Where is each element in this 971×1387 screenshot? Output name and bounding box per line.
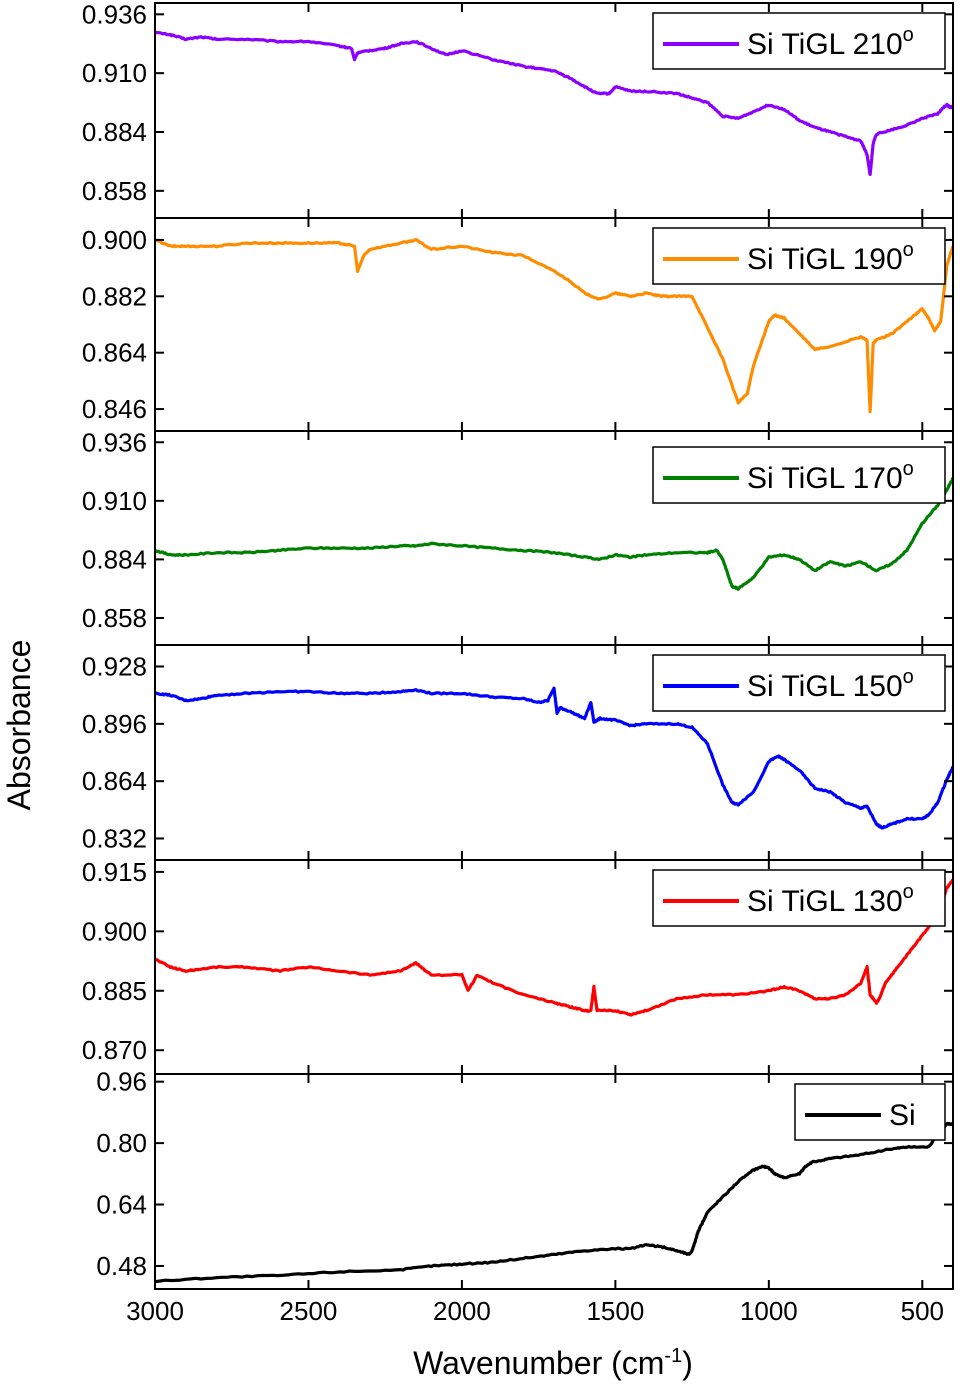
legend-4: Si TiGL 130o bbox=[652, 869, 946, 927]
legend-degree-1: o bbox=[903, 239, 914, 261]
x-axis-title-sup: -1 bbox=[664, 1345, 682, 1367]
legend-label-1: Si TiGL 190o bbox=[747, 239, 914, 276]
x-tick-label: 1500 bbox=[586, 1296, 644, 1326]
legend-text-4: Si TiGL 130 bbox=[747, 885, 903, 918]
x-tick-label: 2500 bbox=[280, 1296, 338, 1326]
y-tick-label: 0.96 bbox=[96, 1067, 147, 1097]
panel-2: 0.936 0.910 0.884 0.858 Si TiGL 170o bbox=[82, 427, 954, 646]
legend-label-0: Si TiGL 210o bbox=[747, 24, 914, 61]
x-tick-label: 3000 bbox=[126, 1296, 184, 1326]
panel-5: 0.96 0.80 0.64 0.48 Si bbox=[96, 1067, 954, 1290]
y-tick-label: 0.882 bbox=[82, 281, 147, 311]
legend-3: Si TiGL 150o bbox=[652, 654, 946, 712]
legend-label-3: Si TiGL 150o bbox=[747, 666, 914, 703]
series-line-3 bbox=[155, 686, 953, 830]
legend-text-5: Si bbox=[889, 1099, 916, 1132]
legend-box-5 bbox=[794, 1083, 946, 1141]
y-tick-label: 0.928 bbox=[82, 652, 147, 682]
legend-1: Si TiGL 190o bbox=[652, 227, 946, 285]
legend-label-4: Si TiGL 130o bbox=[747, 881, 914, 918]
y-tick-label: 0.896 bbox=[82, 709, 147, 739]
legend-box-1 bbox=[652, 227, 946, 285]
x-tick-label: 1000 bbox=[740, 1296, 798, 1326]
x-axis-title: Wavenumber (cm-1) bbox=[413, 1345, 693, 1381]
y-tick-label: 0.885 bbox=[82, 976, 147, 1006]
y-tick-label: 0.884 bbox=[82, 117, 147, 147]
series-line-2 bbox=[155, 477, 953, 591]
y-tick-label: 0.936 bbox=[82, 427, 147, 457]
legend-degree-0: o bbox=[903, 24, 914, 46]
y-tick-label: 0.858 bbox=[82, 176, 147, 206]
legend-2: Si TiGL 170o bbox=[652, 446, 946, 504]
legend-0: Si TiGL 210o bbox=[652, 12, 946, 70]
legend-text-0: Si TiGL 210 bbox=[747, 28, 903, 61]
legend-degree-4: o bbox=[903, 881, 914, 903]
x-tick-label: 500 bbox=[901, 1296, 944, 1326]
legend-text-1: Si TiGL 190 bbox=[747, 243, 903, 276]
series-line-1 bbox=[155, 238, 953, 414]
y-tick-label: 0.864 bbox=[82, 338, 147, 368]
panel-4: 0.915 0.900 0.885 0.870 Si TiGL 130o bbox=[82, 857, 954, 1075]
series-line-0 bbox=[155, 30, 953, 176]
y-tick-label: 0.846 bbox=[82, 394, 147, 424]
y-tick-label: 0.884 bbox=[82, 544, 147, 574]
panel-1: 0.900 0.882 0.864 0.846 Si TiGL 190o bbox=[82, 217, 954, 432]
y-tick-label: 0.80 bbox=[96, 1128, 147, 1158]
legend-box-0 bbox=[652, 12, 946, 70]
x-axis-title-end: ) bbox=[682, 1345, 693, 1381]
y-tick-label: 0.48 bbox=[96, 1251, 147, 1281]
legend-degree-2: o bbox=[903, 458, 914, 480]
legend-box-4 bbox=[652, 869, 946, 927]
y-tick-label: 0.832 bbox=[82, 824, 147, 854]
series-line-4 bbox=[155, 878, 953, 1017]
legend-degree-3: o bbox=[903, 666, 914, 688]
panel-3: 0.928 0.896 0.864 0.832 Si TiGL 150o bbox=[82, 644, 954, 861]
panel-0: 0.936 0.910 0.884 0.858 Si TiGL 210o bbox=[82, 0, 954, 219]
series-line-5 bbox=[155, 1121, 953, 1284]
y-tick-label: 0.915 bbox=[82, 857, 147, 887]
legend-box-2 bbox=[652, 446, 946, 504]
x-tick-label: 2000 bbox=[433, 1296, 491, 1326]
y-tick-label: 0.864 bbox=[82, 766, 147, 796]
legend-5: Si bbox=[794, 1083, 946, 1141]
y-tick-label: 0.910 bbox=[82, 486, 147, 516]
y-tick-label: 0.936 bbox=[82, 0, 147, 29]
y-tick-label: 0.900 bbox=[82, 916, 147, 946]
panel-frame-5 bbox=[154, 1073, 954, 1290]
legend-label-5: Si bbox=[889, 1099, 916, 1132]
x-axis-title-main: Wavenumber (cm bbox=[413, 1345, 664, 1381]
y-tick-label: 0.858 bbox=[82, 603, 147, 633]
y-tick-label: 0.64 bbox=[96, 1190, 147, 1220]
legend-box-3 bbox=[652, 654, 946, 712]
legend-text-2: Si TiGL 170 bbox=[747, 462, 903, 495]
y-tick-label: 0.910 bbox=[82, 58, 147, 88]
y-axis-title: Absorbance bbox=[1, 640, 37, 811]
legend-label-2: Si TiGL 170o bbox=[747, 458, 914, 495]
y-tick-label: 0.900 bbox=[82, 225, 147, 255]
y-tick-label: 0.870 bbox=[82, 1035, 147, 1065]
legend-text-3: Si TiGL 150 bbox=[747, 670, 903, 703]
